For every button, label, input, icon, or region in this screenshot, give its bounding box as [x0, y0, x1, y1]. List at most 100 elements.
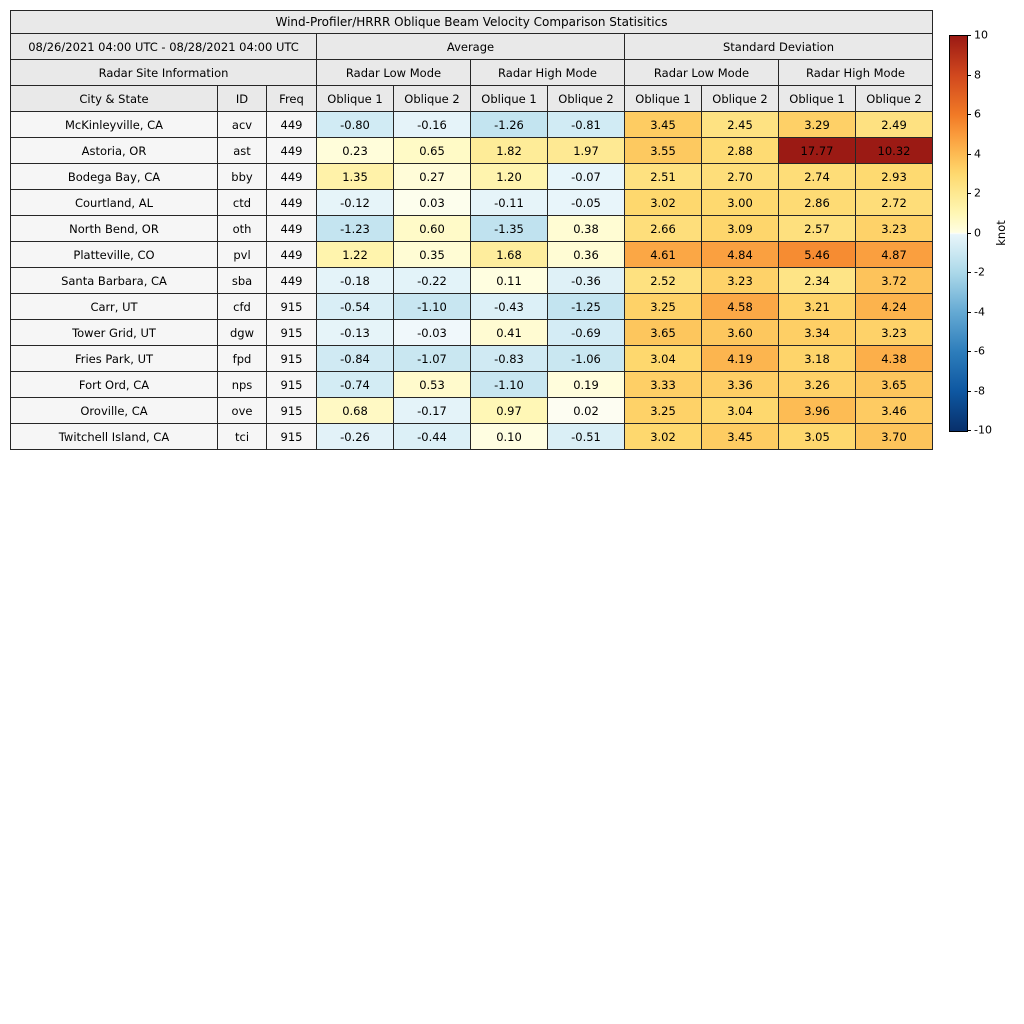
- value-cell: -1.10: [393, 293, 471, 320]
- freq-cell: 915: [266, 293, 317, 320]
- colorbar-tick-mark: [967, 390, 971, 392]
- value-cell: -0.26: [316, 423, 394, 450]
- value-cell: 2.93: [855, 163, 933, 190]
- value-cell: 3.29: [778, 111, 856, 138]
- value-cell: 2.86: [778, 189, 856, 216]
- colorbar-tick-label: -2: [974, 265, 985, 279]
- value-cell: 3.23: [855, 215, 933, 242]
- table-row: Oroville, CA ove 915 0.68 -0.17 0.97 0.02 3.25 3…: [10, 397, 933, 424]
- value-cell: -0.51: [547, 423, 625, 450]
- table-row: Bodega Bay, CA bby 449 1.35 0.27 1.20 -0.07 2.5…: [10, 163, 933, 190]
- value-cell: 4.24: [855, 293, 933, 320]
- value-cell: 3.04: [624, 345, 702, 372]
- colorbar-tick-label: -4: [974, 305, 985, 318]
- colorbar-tick-mark: [967, 193, 971, 194]
- column-header-8: Oblique 2: [701, 85, 779, 112]
- value-cell: 3.18: [778, 345, 856, 372]
- value-cell: -1.06: [547, 345, 625, 372]
- id-cell: sba: [217, 267, 267, 294]
- column-header-3: Oblique 1: [316, 85, 394, 112]
- mode-header-row: Radar Site Information Radar Low Mode Ra…: [10, 59, 933, 86]
- value-cell: 2.72: [855, 189, 933, 216]
- value-cell: 3.09: [701, 215, 779, 242]
- column-header-2: Freq: [266, 85, 317, 112]
- value-cell: 0.03: [393, 189, 471, 216]
- value-cell: 4.84: [701, 241, 779, 268]
- freq-cell: 915: [266, 397, 317, 424]
- value-cell: 1.97: [547, 137, 625, 164]
- value-cell: 17.77: [778, 137, 856, 164]
- site-info-header: Radar Site Information: [10, 59, 317, 86]
- value-cell: -0.44: [393, 423, 471, 450]
- value-cell: 0.41: [470, 319, 548, 346]
- id-cell: nps: [217, 371, 267, 398]
- value-cell: 0.68: [316, 397, 394, 424]
- city-cell: North Bend, OR: [10, 215, 218, 242]
- value-cell: -0.74: [316, 371, 394, 398]
- date-range: 08/26/2021 04:00 UTC - 08/28/2021 04:00 …: [10, 33, 317, 60]
- value-cell: 0.65: [393, 137, 471, 164]
- table-row: Astoria, OR ast 449 0.23 0.65 1.82 1.97 3.55 2.8…: [10, 137, 933, 164]
- city-cell: Santa Barbara, CA: [10, 267, 218, 294]
- stats-table: Wind-Profiler/HRRR Oblique Beam Velocity…: [10, 10, 933, 450]
- value-cell: -0.84: [316, 345, 394, 372]
- value-cell: 10.32: [855, 137, 933, 164]
- value-cell: 3.65: [624, 319, 702, 346]
- value-cell: 3.33: [624, 371, 702, 398]
- value-cell: 4.87: [855, 241, 933, 268]
- freq-cell: 449: [266, 163, 317, 190]
- city-cell: McKinleyville, CA: [10, 111, 218, 138]
- column-header-1: ID: [217, 85, 267, 112]
- value-cell: 0.19: [547, 371, 625, 398]
- table-row: North Bend, OR oth 449 -1.23 0.60 -1.35 0.38 2.…: [10, 215, 933, 242]
- value-cell: 3.55: [624, 137, 702, 164]
- value-cell: 2.45: [701, 111, 779, 138]
- value-cell: -1.10: [470, 371, 548, 398]
- colorbar: [949, 35, 968, 432]
- value-cell: -0.80: [316, 111, 394, 138]
- table-row: Fries Park, UT fpd 915 -0.84 -1.07 -0.83 -1.06…: [10, 345, 933, 372]
- column-header-0: City & State: [10, 85, 218, 112]
- value-cell: -0.36: [547, 267, 625, 294]
- table-row: Fort Ord, CA nps 915 -0.74 0.53 -1.10 0.19 3.33…: [10, 371, 933, 398]
- value-cell: 2.49: [855, 111, 933, 138]
- value-cell: 2.74: [778, 163, 856, 190]
- value-cell: -0.07: [547, 163, 625, 190]
- column-header-9: Oblique 1: [778, 85, 856, 112]
- value-cell: 1.20: [470, 163, 548, 190]
- value-cell: 2.52: [624, 267, 702, 294]
- value-cell: 3.70: [855, 423, 933, 450]
- mode-header-std-low: Radar Low Mode: [624, 59, 779, 86]
- value-cell: 2.66: [624, 215, 702, 242]
- value-cell: 0.23: [316, 137, 394, 164]
- value-cell: 3.02: [624, 423, 702, 450]
- city-cell: Fries Park, UT: [10, 345, 218, 372]
- colorbar-tick-mark: [967, 35, 971, 36]
- column-header-4: Oblique 2: [393, 85, 471, 112]
- city-cell: Oroville, CA: [10, 397, 218, 424]
- colorbar-tick-label: 0: [974, 226, 981, 239]
- value-cell: 0.53: [393, 371, 471, 398]
- value-cell: 0.11: [470, 267, 548, 294]
- value-cell: 3.05: [778, 423, 856, 450]
- colorbar-tick-mark: [967, 272, 971, 273]
- value-cell: 2.70: [701, 163, 779, 190]
- value-cell: 3.60: [701, 319, 779, 346]
- value-cell: 0.27: [393, 163, 471, 190]
- id-cell: fpd: [217, 345, 267, 372]
- colorbar-tick-mark: [967, 153, 971, 155]
- table-row: Tower Grid, UT dgw 915 -0.13 -0.03 0.41 -0.69 3…: [10, 319, 933, 346]
- value-cell: -0.22: [393, 267, 471, 294]
- value-cell: 3.65: [855, 371, 933, 398]
- freq-cell: 915: [266, 319, 317, 346]
- table-title: Wind-Profiler/HRRR Oblique Beam Velocity…: [10, 10, 933, 34]
- value-cell: 3.34: [778, 319, 856, 346]
- value-cell: 3.21: [778, 293, 856, 320]
- freq-cell: 449: [266, 189, 317, 216]
- freq-cell: 915: [266, 345, 317, 372]
- value-cell: -0.03: [393, 319, 471, 346]
- freq-cell: 449: [266, 137, 317, 164]
- value-cell: 3.00: [701, 189, 779, 216]
- value-cell: 4.61: [624, 241, 702, 268]
